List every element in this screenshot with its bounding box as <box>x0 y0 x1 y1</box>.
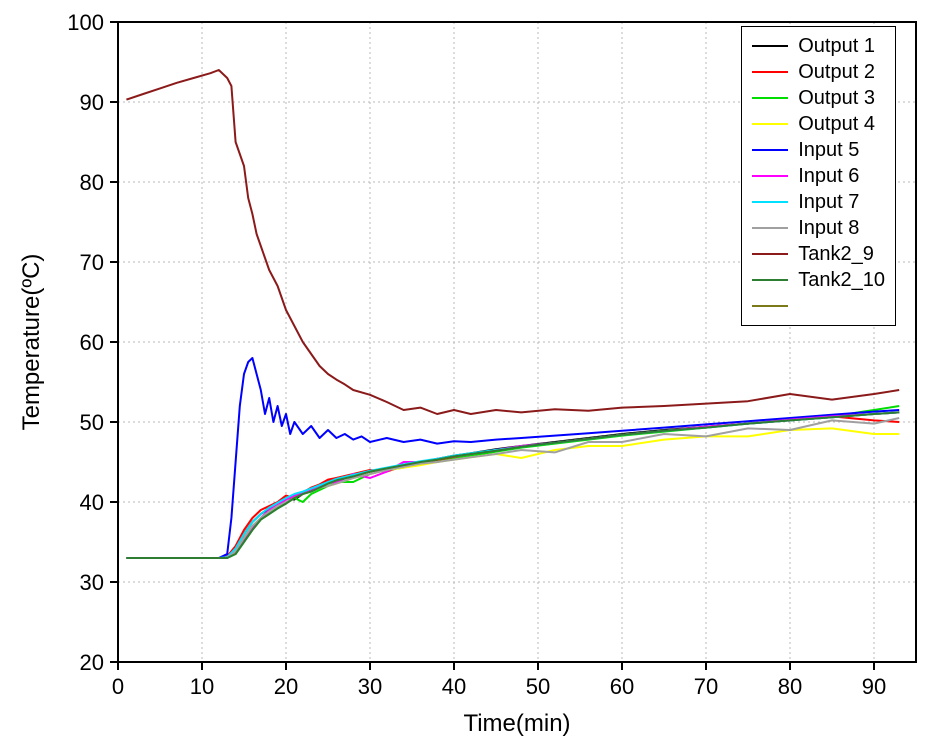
legend-label: Input 5 <box>798 139 859 162</box>
legend-label: Input 8 <box>798 217 859 240</box>
legend-item: Input 6 <box>752 163 885 189</box>
legend-swatch <box>752 227 788 229</box>
legend-label: Input 7 <box>798 191 859 214</box>
y-tick-label: 20 <box>80 650 104 675</box>
legend-label: Tank2_9 <box>798 243 874 266</box>
legend-label: Output 3 <box>798 87 875 110</box>
y-tick-label: 30 <box>80 570 104 595</box>
x-tick-label: 80 <box>778 674 802 699</box>
x-tick-label: 30 <box>358 674 382 699</box>
legend-label: Tank2_10 <box>798 269 885 292</box>
legend-item: Input 7 <box>752 189 885 215</box>
temperature-chart: Temperature(ºC) Time(min) 01020304050607… <box>0 0 934 749</box>
x-tick-label: 90 <box>862 674 886 699</box>
x-tick-label: 50 <box>526 674 550 699</box>
series-line <box>126 358 899 558</box>
y-tick-label: 50 <box>80 410 104 435</box>
legend: Output 1 Output 2 Output 3 Output 4 Input 5 I… <box>741 26 896 326</box>
legend-swatch <box>752 149 788 151</box>
legend-swatch <box>752 305 788 307</box>
y-tick-label: 90 <box>80 90 104 115</box>
x-tick-label: 10 <box>190 674 214 699</box>
legend-item: Output 4 <box>752 111 885 137</box>
legend-swatch <box>752 175 788 177</box>
x-tick-label: 20 <box>274 674 298 699</box>
legend-item: Input 8 <box>752 215 885 241</box>
legend-swatch <box>752 279 788 281</box>
legend-label: Output 2 <box>798 61 875 84</box>
x-tick-label: 0 <box>112 674 124 699</box>
legend-swatch <box>752 201 788 203</box>
series-line <box>126 412 899 558</box>
legend-swatch <box>752 97 788 99</box>
legend-swatch <box>752 253 788 255</box>
legend-swatch <box>752 71 788 73</box>
x-tick-label: 40 <box>442 674 466 699</box>
y-tick-label: 100 <box>67 10 104 35</box>
legend-item <box>752 293 885 319</box>
x-tick-label: 70 <box>694 674 718 699</box>
y-tick-label: 60 <box>80 330 104 355</box>
y-tick-label: 40 <box>80 490 104 515</box>
legend-swatch <box>752 45 788 47</box>
legend-label: Output 4 <box>798 113 875 136</box>
legend-item: Output 2 <box>752 59 885 85</box>
legend-item: Tank2_9 <box>752 241 885 267</box>
legend-item: Input 5 <box>752 137 885 163</box>
legend-label: Input 6 <box>798 165 859 188</box>
legend-item: Output 3 <box>752 85 885 111</box>
y-tick-label: 70 <box>80 250 104 275</box>
y-tick-label: 80 <box>80 170 104 195</box>
legend-label: Output 1 <box>798 35 875 58</box>
legend-item: Tank2_10 <box>752 267 885 293</box>
legend-item: Output 1 <box>752 33 885 59</box>
x-tick-label: 60 <box>610 674 634 699</box>
legend-swatch <box>752 123 788 125</box>
